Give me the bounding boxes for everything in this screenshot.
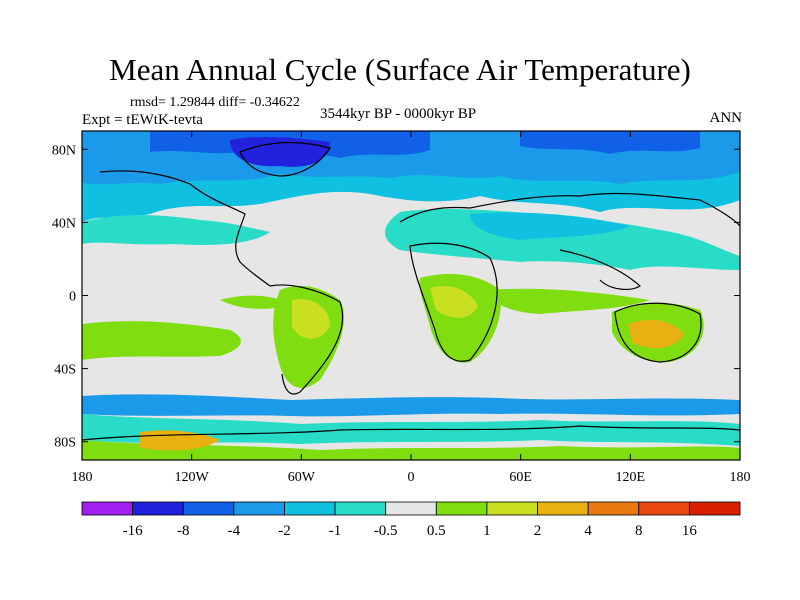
x-tick-label: 120E xyxy=(616,470,646,485)
colorbar-label: -4 xyxy=(228,523,241,539)
colorbar-label: -2 xyxy=(278,523,291,539)
x-tick-label: 120W xyxy=(175,470,210,485)
colorbar: -16 -8 -4 -2 -1 -0.5 0.5 1 2 4 8 16 xyxy=(81,501,741,539)
colorbar-swatch xyxy=(284,501,336,516)
y-tick-label: 80N xyxy=(52,143,76,158)
experiment-label: Expt = tEWtK-tevta xyxy=(82,112,203,128)
colorbar-swatch xyxy=(537,501,589,516)
colorbar-swatch xyxy=(233,501,285,516)
east-pacific-green xyxy=(220,295,290,309)
colorbar-label: -8 xyxy=(177,523,190,539)
period-label: 3544kyr BP - 0000kyr BP xyxy=(320,106,477,122)
australia-orange xyxy=(628,319,684,349)
colorbar-label: 2 xyxy=(534,523,542,539)
colorbar-label: 1 xyxy=(483,523,491,539)
south-america-yellow xyxy=(292,299,330,339)
north-america-coast xyxy=(99,170,271,287)
coastlines xyxy=(82,141,740,441)
y-tick-label: 80S xyxy=(54,436,76,451)
colorbar-label: -16 xyxy=(123,523,143,539)
y-tick-label: 40N xyxy=(52,216,76,231)
eurasia-coast xyxy=(399,192,740,227)
colorbar-swatch xyxy=(132,501,184,516)
colorbar-swatch xyxy=(638,501,690,516)
colorbar-swatch xyxy=(334,501,387,516)
asia-blue-band xyxy=(470,212,630,240)
siberia-deep-band xyxy=(520,131,700,154)
x-tick-label: 60W xyxy=(288,470,316,485)
y-axis: 80N 40N 0 40S 80S xyxy=(52,143,740,451)
colorbar-swatch xyxy=(688,501,741,516)
colorbar-swatch xyxy=(182,501,235,516)
greenland-cold-core xyxy=(230,136,330,167)
antarctic-green xyxy=(82,440,740,460)
colorbar-label: -1 xyxy=(329,523,342,539)
x-tick-label: 0 xyxy=(408,470,415,485)
colorbar-label: 4 xyxy=(584,523,592,539)
colorbar-label: 8 xyxy=(635,523,643,539)
south-pacific-green xyxy=(82,321,241,360)
africa-coast xyxy=(409,242,498,362)
australia-coast xyxy=(614,302,702,363)
colorbar-swatch xyxy=(81,501,134,516)
y-tick-label: 40S xyxy=(54,363,76,378)
colorbar-label: 16 xyxy=(682,523,698,539)
colorbar-swatch xyxy=(385,501,437,516)
x-tick-label: 180 xyxy=(72,470,93,485)
season-label: ANN xyxy=(709,110,743,126)
greenland-coast xyxy=(239,141,331,177)
x-tick-label: 60E xyxy=(509,470,532,485)
chart-title: Mean Annual Cycle (Surface Air Temperatu… xyxy=(109,52,691,87)
south-asia-coast xyxy=(559,249,642,290)
colorbar-label: -0.5 xyxy=(374,523,398,539)
x-tick-label: 180 xyxy=(730,470,751,485)
stats-line: rmsd= 1.29844 diff= -0.34622 xyxy=(130,95,300,110)
africa-yellow xyxy=(430,286,478,318)
southern-ocean-blue xyxy=(82,394,740,417)
colorbar-swatch xyxy=(587,501,640,516)
eurasia-cyan-band xyxy=(385,208,740,270)
colorbar-label: 0.5 xyxy=(427,523,446,539)
x-axis: 180 120W 60W 0 60E 120E 180 xyxy=(72,131,751,485)
colorbar-swatch xyxy=(435,501,488,516)
indian-ocean-green xyxy=(490,288,650,314)
south-america-coast xyxy=(269,284,344,395)
antarctica-coast xyxy=(82,425,740,441)
colorbar-swatch xyxy=(486,501,538,516)
y-tick-label: 0 xyxy=(69,290,76,305)
north-pacific-cyan xyxy=(82,215,270,245)
